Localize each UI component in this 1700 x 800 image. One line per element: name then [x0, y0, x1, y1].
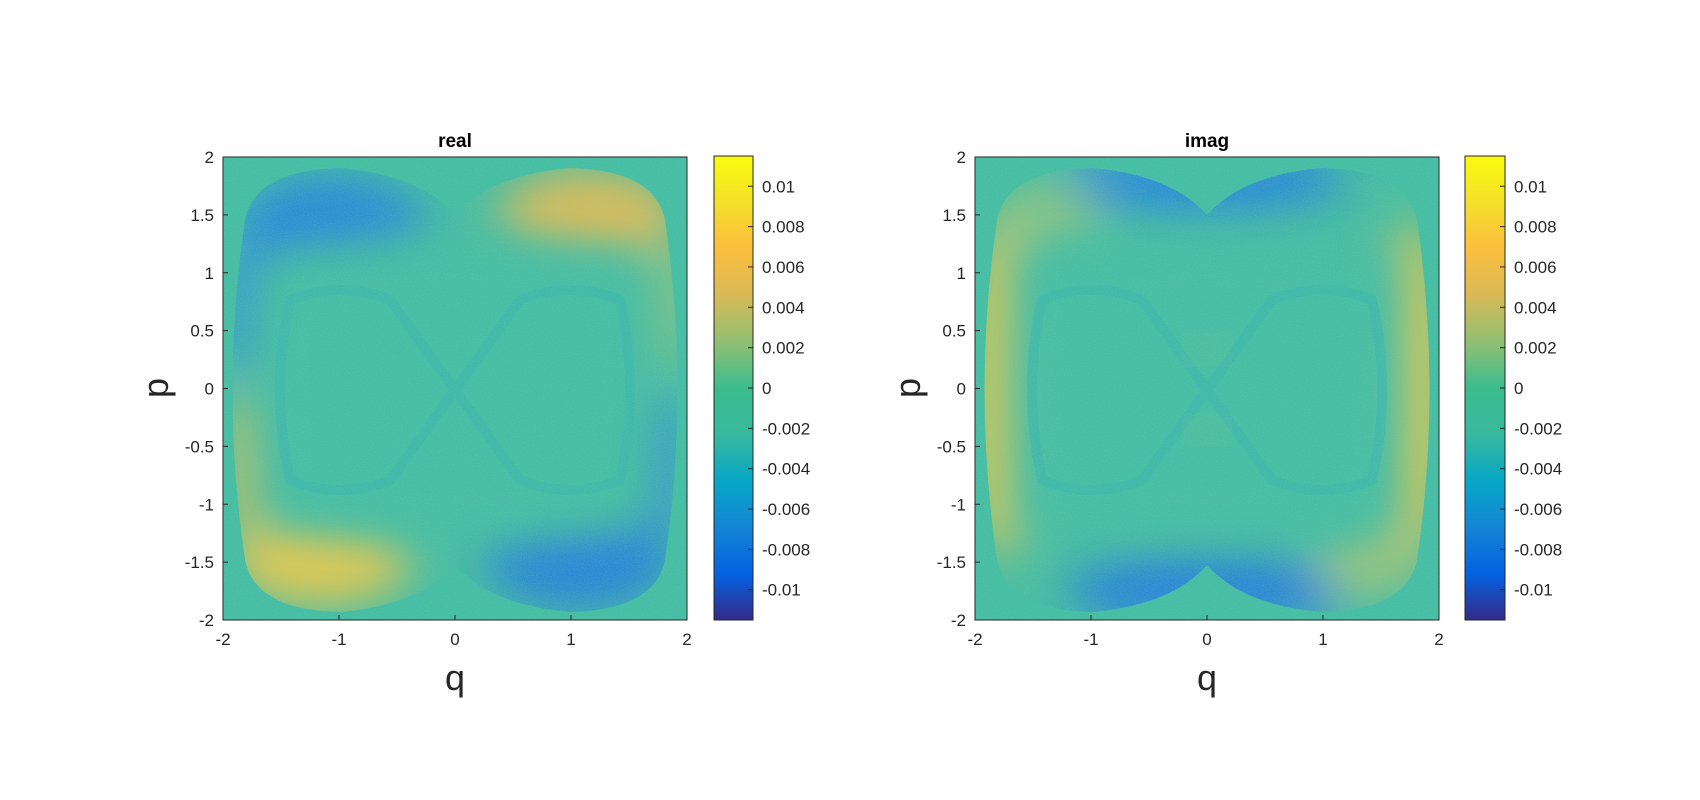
x-tick-label: 1 [566, 630, 575, 649]
y-tick-label: -2 [951, 611, 966, 630]
colorbar-tick-label: -0.01 [762, 581, 801, 600]
panel-imag: imag -2 -1 0 1 2-2-1.5-1-0 [887, 131, 1562, 698]
colorbar-tick-label: 0.008 [1514, 218, 1557, 237]
y-tick-label: 2 [957, 148, 966, 167]
y-tick-label: 1.5 [190, 206, 214, 225]
colorbar-ticks: -0.01 -0.008 -0.006 -0.004 -0.002 0 0.002 0.004… [748, 177, 810, 600]
y-tick-label: -0.5 [937, 437, 966, 456]
colorbar-tick-label: 0.01 [762, 177, 795, 196]
x-tick-label: 2 [1434, 630, 1443, 649]
chart-title: imag [1185, 131, 1229, 152]
x-tick-label: 1 [1318, 630, 1327, 649]
chart-title: real [438, 131, 472, 152]
colorbar-tick-label: 0.004 [1514, 298, 1557, 317]
y-tick-label: -2 [199, 611, 214, 630]
y-tick-label: -1 [199, 495, 214, 514]
y-tick-label: 1 [205, 264, 214, 283]
colorbar-tick-label: -0.004 [762, 460, 810, 479]
y-tick-label: 0.5 [942, 322, 966, 341]
colorbar-tick-label: 0.006 [762, 258, 805, 277]
colorbar-tick-label: 0.006 [1514, 258, 1557, 277]
y-tick-label: -0.5 [185, 437, 214, 456]
x-tick-label: -2 [967, 630, 982, 649]
x-tick-label: -1 [331, 630, 346, 649]
heatmap-image [223, 157, 687, 620]
x-tick-label: 2 [682, 630, 691, 649]
colorbar-tick-label: 0 [1514, 379, 1523, 398]
y-tick-label: 1.5 [942, 206, 966, 225]
axis-ticks: -2 -1 0 1 2 -2 -1.5 -1 -0.5 0 0.5 1 1.5 2 [185, 148, 692, 649]
colorbar-tick-label: 0 [762, 379, 771, 398]
colorbar-tick-label: -0.008 [762, 540, 810, 559]
y-tick-label: -1.5 [185, 553, 214, 572]
x-axis-label: q [1197, 657, 1217, 698]
colorbar-tick-label: 0.002 [1514, 339, 1557, 358]
axis-ticks: -2 -1 0 1 2 -2 -1.5 -1 -0.5 0 0.5 1 1.5 2 [937, 148, 1444, 649]
colorbar-tick-label: -0.008 [1514, 540, 1562, 559]
x-tick-label: -2 [215, 630, 230, 649]
colorbar-tick-label: -0.006 [1514, 500, 1562, 519]
colorbar-tick-label: 0.01 [1514, 177, 1547, 196]
colorbar-tick-label: -0.006 [762, 500, 810, 519]
panel-real: real -2 -1 0 1 2 -2 -1.5 [135, 131, 810, 698]
colorbar-tick-label: 0.002 [762, 339, 805, 358]
colorbar-tick-label: 0.004 [762, 298, 805, 317]
y-axis-label: p [887, 378, 928, 398]
y-tick-label: -1 [951, 495, 966, 514]
colorbar-tick-label: -0.01 [1514, 581, 1553, 600]
colorbar [1464, 155, 1506, 621]
y-axis-label: p [135, 378, 176, 398]
y-tick-label: 2 [205, 148, 214, 167]
x-tick-label: -1 [1083, 630, 1098, 649]
colorbar-tick-label: -0.002 [1514, 419, 1562, 438]
y-tick-label: 0 [205, 380, 214, 399]
y-tick-label: 0 [957, 380, 966, 399]
colorbar-ticks: -0.01 -0.008 -0.006 -0.004 -0.002 0 0.002 0.004… [1500, 177, 1562, 600]
colorbar-tick-label: -0.002 [762, 419, 810, 438]
colorbar-tick-label: -0.004 [1514, 460, 1562, 479]
x-tick-label: 0 [450, 630, 459, 649]
y-tick-label: -1.5 [937, 553, 966, 572]
colorbar [713, 155, 754, 621]
colorbar-tick-label: 0.008 [762, 218, 805, 237]
y-tick-label: 0.5 [190, 322, 214, 341]
y-tick-label: 1 [957, 264, 966, 283]
x-tick-label: 0 [1202, 630, 1211, 649]
x-axis-label: q [445, 657, 465, 698]
heatmap-image [975, 157, 1439, 620]
